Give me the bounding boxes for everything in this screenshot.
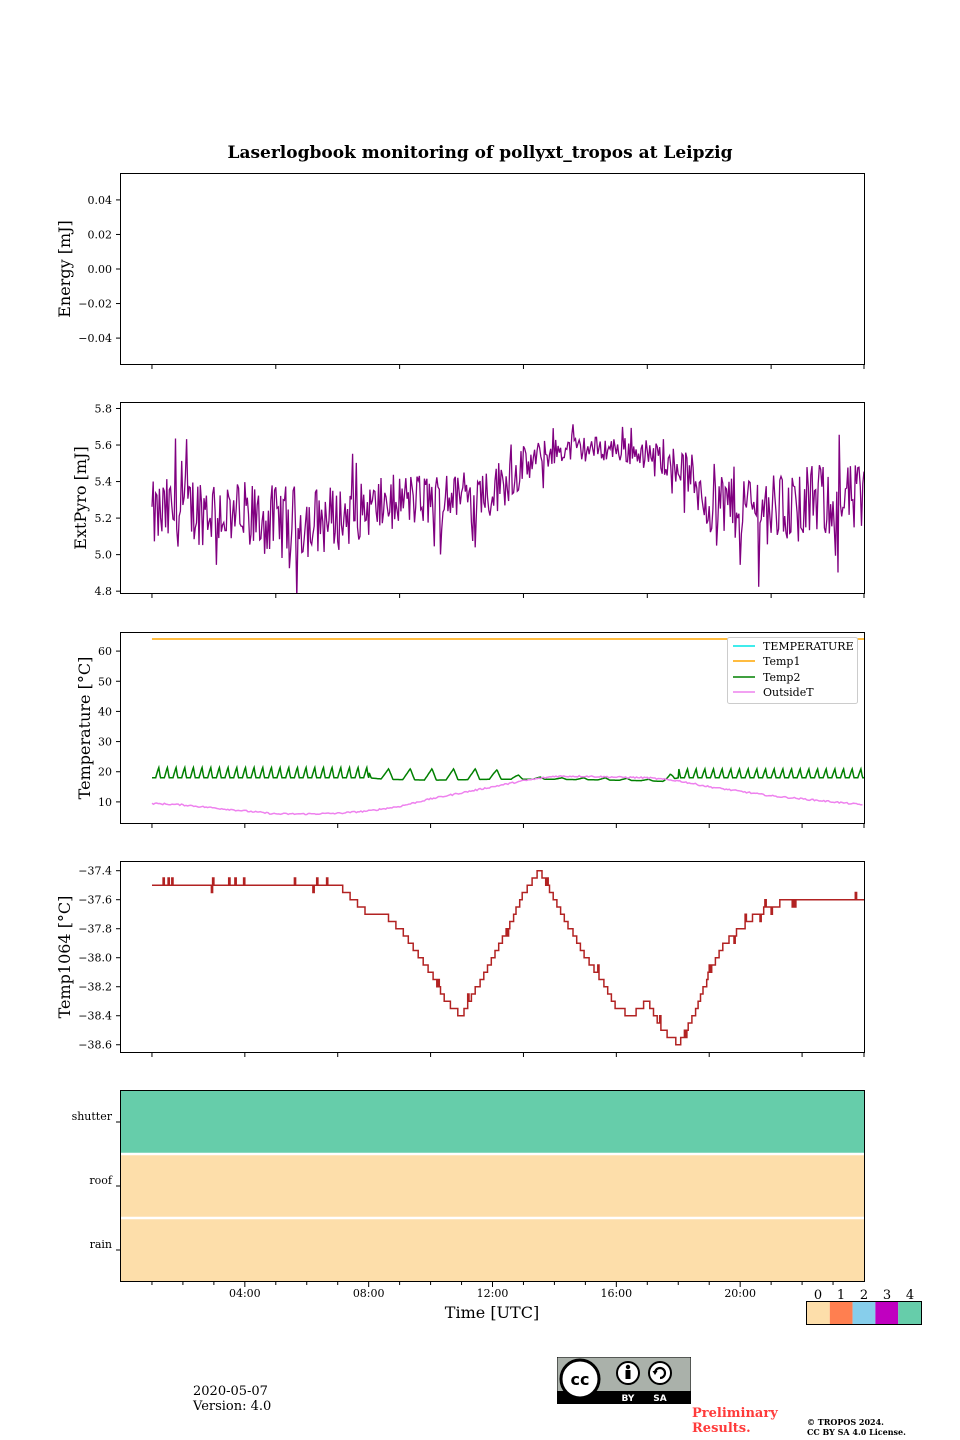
colorbar-swatch-0 xyxy=(807,1302,830,1324)
extpyro-y-ticks: 5.8 5.6 5.4 5.2 5.0 4.8 xyxy=(95,402,120,598)
y-tick-label: 0.04 xyxy=(88,194,113,207)
temp1064-x-ticks xyxy=(151,1053,865,1057)
energy-axes-frame xyxy=(120,173,865,365)
share-alike-icon xyxy=(648,1361,672,1385)
y-tick-label: 60 xyxy=(98,645,112,658)
legend-label-temp1: Temp1 xyxy=(763,655,800,668)
preliminary-note: Preliminary Results. xyxy=(692,1406,778,1436)
y-tick-label: −37.8 xyxy=(78,923,112,936)
y-tick-label: 0.02 xyxy=(88,228,113,241)
temperature-y-ticks: 60 50 40 30 20 10 xyxy=(98,645,120,809)
temp1064-series-line xyxy=(152,869,864,1046)
status-x-ticks: 04:00 08:00 12:00 16:00 20:00 xyxy=(151,1282,834,1300)
y-tick-label: 0.00 xyxy=(88,263,113,276)
x-tick-label: 12:00 xyxy=(477,1287,509,1300)
energy-x-ticks xyxy=(151,365,865,369)
colorbar-tick-0: 0 xyxy=(814,1288,822,1303)
copyright-line-2: CC BY SA 4.0 License. xyxy=(807,1427,906,1437)
extpyro-x-ticks xyxy=(151,594,865,598)
temp1064-y-ticks: −37.4 −37.6 −37.8 −38.0 −38.2 −38.4 −38.6 xyxy=(78,865,120,1052)
y-tick-label: 50 xyxy=(98,675,112,688)
status-label-roof: roof xyxy=(89,1174,113,1187)
status-axes-frame xyxy=(120,1090,865,1282)
status-panel: shutter roof rain 04:00 08:00 12:00 16:00 20… xyxy=(72,1090,865,1322)
x-axis-label: Time [UTC] xyxy=(445,1303,539,1322)
cc-by-label: BY xyxy=(622,1394,635,1404)
y-tick-label: −37.6 xyxy=(78,894,112,907)
status-row-rain xyxy=(121,1219,864,1281)
legend-label-temperature: TEMPERATURE xyxy=(763,640,854,653)
outsidet-series-line xyxy=(151,774,863,816)
temperature-panel: 60 50 40 30 20 10 Temperature [°C] TEMPERATUR… xyxy=(75,632,865,828)
colorbar-tick-2: 2 xyxy=(860,1288,868,1303)
x-tick-label: 20:00 xyxy=(724,1287,756,1300)
y-tick-label: 5.4 xyxy=(95,476,113,489)
colorbar-swatch-3 xyxy=(875,1302,899,1324)
y-tick-label: −37.4 xyxy=(78,865,112,878)
y-tick-label: 30 xyxy=(98,736,112,749)
temperature-legend: TEMPERATURE Temp1 Temp2 OutsideT xyxy=(727,637,858,704)
status-row-roof xyxy=(121,1155,864,1217)
cc-license-badge: cc BY SA xyxy=(557,1357,691,1404)
temp1064-panel: −37.4 −37.6 −37.8 −38.0 −38.2 −38.4 −38.6 Temp… xyxy=(55,861,865,1057)
footer-date: 2020-05-07 xyxy=(193,1384,268,1399)
footer-version: Version: 4.0 xyxy=(193,1399,272,1414)
energy-y-label: Energy [mJ] xyxy=(55,220,74,318)
x-tick-label: 16:00 xyxy=(600,1287,632,1300)
copyright-line-1: © TROPOS 2024. xyxy=(807,1417,884,1427)
y-tick-label: −38.2 xyxy=(78,981,112,994)
preliminary-line-2: Results. xyxy=(692,1421,751,1436)
colorbar-tick-4: 4 xyxy=(906,1288,914,1303)
y-tick-label: 40 xyxy=(98,705,112,718)
status-label-shutter: shutter xyxy=(72,1110,113,1123)
legend-frame xyxy=(727,637,858,704)
y-tick-label: −38.0 xyxy=(78,952,112,965)
y-tick-label: 10 xyxy=(98,796,112,809)
y-tick-label: 5.8 xyxy=(95,402,113,415)
colorbar-swatch-1 xyxy=(829,1302,853,1324)
footer-info: 2020-05-07 Version: 4.0 xyxy=(193,1384,271,1414)
svg-text:cc: cc xyxy=(571,1370,590,1389)
colorbar-tick-3: 3 xyxy=(883,1288,891,1303)
x-tick-label: 04:00 xyxy=(229,1287,261,1300)
y-tick-label: −0.04 xyxy=(78,332,112,345)
y-tick-label: −0.02 xyxy=(78,298,112,311)
extpyro-panel: 5.8 5.6 5.4 5.2 5.0 4.8 ExtPyro [mJ] xyxy=(71,402,865,598)
legend-label-temp2: Temp2 xyxy=(763,671,800,684)
cc-sa-label: SA xyxy=(653,1394,666,1404)
temperature-x-ticks xyxy=(151,824,865,828)
temp2-series-line xyxy=(152,764,864,783)
legend-label-outsidet: OutsideT xyxy=(763,686,814,699)
extpyro-series-line xyxy=(151,424,864,593)
colorbar-frame xyxy=(806,1301,922,1325)
y-tick-label: 5.6 xyxy=(95,439,113,452)
status-row-shutter xyxy=(121,1091,864,1153)
y-tick-label: −38.6 xyxy=(78,1039,112,1052)
preliminary-line-1: Preliminary xyxy=(692,1406,778,1421)
energy-y-ticks: 0.04 0.02 0.00 −0.02 −0.04 xyxy=(78,194,120,345)
x-tick-label: 08:00 xyxy=(353,1287,385,1300)
y-tick-label: 20 xyxy=(98,766,112,779)
extpyro-y-label: ExtPyro [mJ] xyxy=(71,446,90,549)
figure-title: Laserlogbook monitoring of pollyxt_tropo… xyxy=(227,143,732,163)
status-label-rain: rain xyxy=(90,1238,112,1251)
y-tick-label: −38.4 xyxy=(78,1010,112,1023)
colorbar-tick-1: 1 xyxy=(837,1288,845,1303)
colorbar-swatch-4 xyxy=(898,1302,921,1324)
temperature-y-label: Temperature [°C] xyxy=(75,657,94,800)
cc-icon xyxy=(559,1358,601,1400)
y-tick-label: 5.0 xyxy=(95,549,113,562)
y-tick-label: 4.8 xyxy=(95,585,113,598)
status-colorbar: 0 1 2 3 4 xyxy=(806,1288,922,1325)
colorbar-swatch-2 xyxy=(852,1302,876,1324)
energy-panel: 0.04 0.02 0.00 −0.02 −0.04 Energy [mJ] xyxy=(55,173,865,369)
copyright-note: © TROPOS 2024. CC BY SA 4.0 License. xyxy=(807,1417,906,1437)
temp1064-y-label: Temp1064 [°C] xyxy=(55,896,74,1019)
y-tick-label: 5.2 xyxy=(95,512,113,525)
